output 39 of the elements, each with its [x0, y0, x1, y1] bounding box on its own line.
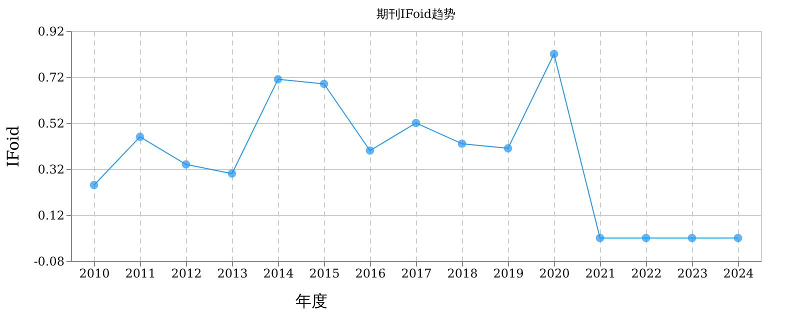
x-tick-label: 2020 [539, 266, 570, 280]
y-axis-title: IFoid [4, 126, 23, 168]
point [90, 180, 98, 190]
point [458, 140, 466, 148]
point [274, 75, 282, 84]
x-tick-label: 2022 [631, 266, 662, 280]
point [734, 234, 742, 242]
y-tick-label: 0.12 [38, 208, 64, 222]
y-tick-label: 0.72 [38, 70, 64, 84]
point [688, 234, 696, 242]
x-tick-label: 2017 [401, 266, 432, 280]
point [136, 132, 144, 141]
x-tick-label: 2015 [309, 266, 340, 280]
point [320, 80, 328, 88]
point [596, 234, 604, 242]
y-tick-label: 0.32 [38, 162, 64, 176]
point [366, 146, 374, 155]
point [182, 160, 190, 169]
y-tick-label: 0.52 [38, 116, 64, 130]
x-tick-label: 2013 [217, 266, 248, 280]
x-tick-label: 2012 [171, 266, 202, 280]
point [550, 50, 558, 58]
point [504, 144, 512, 152]
x-tick-label: 2014 [263, 266, 294, 280]
x-tick-label: 2016 [355, 266, 386, 280]
x-tick-label: 2024 [723, 266, 754, 280]
y-tick-label: -0.08 [34, 254, 64, 268]
point [412, 118, 420, 128]
x-tick-label: 2010 [79, 266, 110, 280]
x-tick-label: 2023 [677, 266, 708, 280]
x-tick-label: 2019 [493, 266, 524, 280]
x-tick-label: 2021 [585, 266, 616, 280]
y-tick-label: 0.92 [38, 24, 64, 38]
x-axis-title: 年度 [296, 292, 328, 310]
point [642, 234, 650, 242]
chart-title: 期刊IFoid趋势 [376, 7, 456, 21]
x-tick-label: 2011 [125, 266, 156, 280]
point [228, 169, 236, 178]
x-tick-label: 2018 [447, 266, 478, 280]
